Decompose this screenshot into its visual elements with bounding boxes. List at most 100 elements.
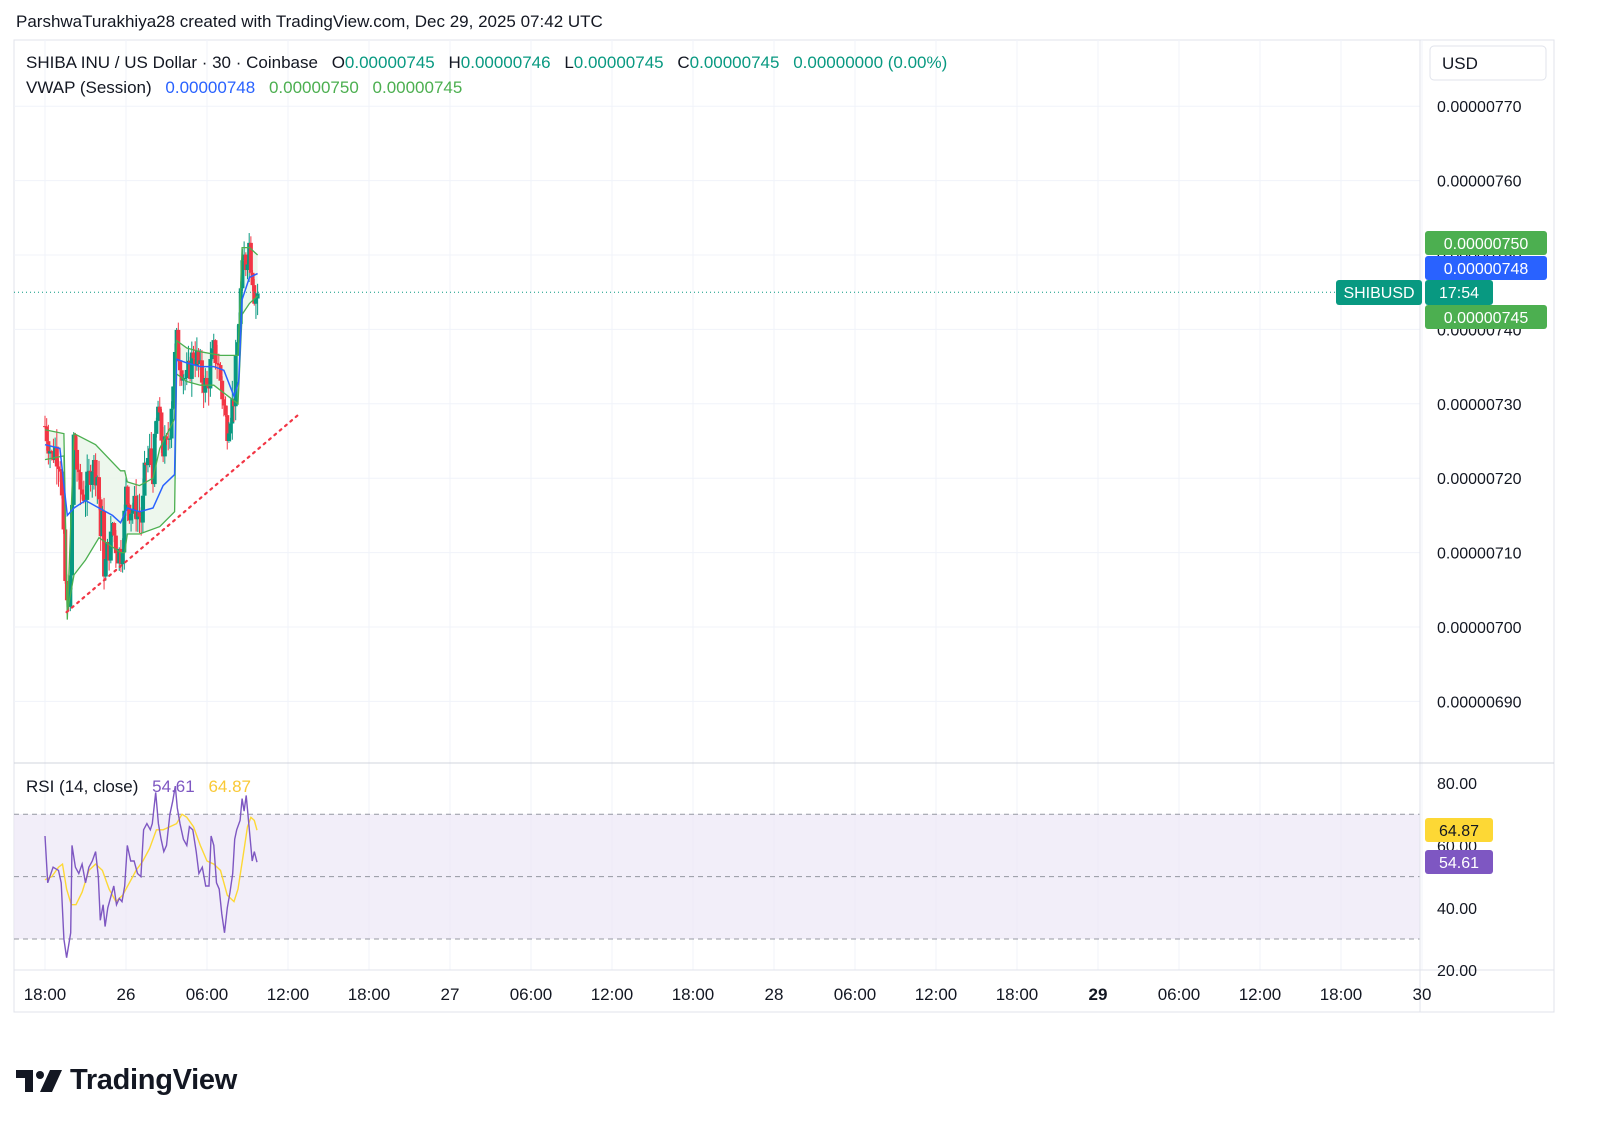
candle-body bbox=[235, 342, 240, 356]
candle-body bbox=[137, 511, 142, 517]
legend-change: 0.00000000 (0.00%) bbox=[793, 53, 947, 72]
candle-body bbox=[127, 504, 132, 521]
candle-body bbox=[178, 361, 182, 371]
rsi-tick: 40.00 bbox=[1437, 901, 1477, 918]
legend-symbol[interactable]: SHIBA INU / US Dollar · 30 · Coinbase bbox=[26, 53, 318, 72]
vwap-legend-label[interactable]: VWAP (Session) bbox=[26, 78, 152, 97]
price-tick: 0.00000760 bbox=[1437, 174, 1522, 191]
candle-body bbox=[221, 399, 226, 406]
svg-text:SHIBA INU / US Dollar · 30 · C: SHIBA INU / US Dollar · 30 · Coinbase O0… bbox=[26, 53, 947, 72]
rsi-legend-value: 54.61 bbox=[152, 777, 195, 796]
svg-text:RSI (14, close) 54.61: RSI (14, close) 54.61 64.87 bbox=[26, 777, 251, 796]
rsi-line bbox=[44, 785, 258, 958]
tradingview-logo[interactable]: TradingView bbox=[16, 1064, 237, 1097]
legend-high-label: H bbox=[448, 53, 460, 72]
candle-body bbox=[134, 495, 139, 520]
candle-body bbox=[68, 575, 73, 607]
candle-body bbox=[80, 489, 85, 495]
candle-body bbox=[167, 438, 172, 440]
rsi-legend-label[interactable]: RSI (14, close) bbox=[26, 777, 138, 796]
candle-body bbox=[252, 285, 257, 304]
candle-body bbox=[164, 436, 169, 439]
svg-text:VWAP (Session) 0.0000074: VWAP (Session) 0.00000748 0.00000750 0.0… bbox=[26, 78, 462, 97]
time-tick: 27 bbox=[441, 985, 460, 1004]
lower-band-tag-text: 0.00000745 bbox=[1444, 310, 1529, 327]
time-tick: 30 bbox=[1413, 985, 1432, 1004]
candle-body bbox=[125, 486, 130, 505]
candle-body bbox=[140, 495, 145, 523]
axes bbox=[14, 40, 1554, 1012]
candle-body bbox=[46, 441, 51, 454]
candle-body bbox=[215, 363, 220, 365]
currency-button[interactable]: USD bbox=[1429, 45, 1547, 81]
candle-body bbox=[78, 472, 83, 490]
symbol-tag: SHIBUSD bbox=[1336, 280, 1422, 305]
price-tick: 0.00000720 bbox=[1437, 471, 1522, 488]
countdown-tag: 17:54 bbox=[1425, 280, 1493, 305]
time-tick: 12:00 bbox=[915, 985, 958, 1004]
rsi-background bbox=[14, 813, 1420, 940]
rsi-ma-tag-text: 64.87 bbox=[1439, 823, 1479, 840]
candle-body bbox=[159, 412, 164, 441]
candle-body bbox=[220, 380, 225, 400]
candle-body bbox=[157, 406, 162, 413]
candle-body bbox=[253, 298, 258, 304]
candle-body bbox=[97, 477, 101, 500]
legend-low-label: L bbox=[564, 53, 573, 72]
rsi-ma-legend-value: 64.87 bbox=[208, 777, 251, 796]
time-tick: 18:00 bbox=[996, 985, 1039, 1004]
candle-body bbox=[205, 377, 209, 386]
candle-body bbox=[154, 420, 159, 434]
candle-body bbox=[102, 511, 107, 577]
time-tick: 18:00 bbox=[348, 985, 391, 1004]
candlesticks bbox=[43, 233, 260, 612]
vwap-lower-line bbox=[44, 295, 259, 613]
vwap-lower-legend-value: 0.00000745 bbox=[373, 78, 463, 97]
candle-body bbox=[76, 469, 81, 473]
vwap-band-fill bbox=[45, 247, 258, 620]
candle-body bbox=[90, 471, 95, 485]
time-tick: 26 bbox=[117, 985, 136, 1004]
countdown-tag-text: 17:54 bbox=[1439, 285, 1479, 302]
candle-body bbox=[225, 415, 230, 441]
vwap-legend-value: 0.00000748 bbox=[165, 78, 255, 97]
time-tick: 18:00 bbox=[1320, 985, 1363, 1004]
vwap-band bbox=[45, 247, 258, 620]
candle-body bbox=[171, 386, 176, 409]
time-tick: 18:00 bbox=[672, 985, 715, 1004]
candle-body bbox=[113, 535, 118, 554]
tradingview-logo-icon bbox=[16, 1069, 62, 1092]
candle-body bbox=[71, 434, 76, 505]
candle-body bbox=[156, 406, 161, 421]
time-tick: 28 bbox=[765, 985, 784, 1004]
rsi-legend: RSI (14, close) 54.61 64.87 bbox=[26, 777, 251, 796]
time-tick: 12:00 bbox=[591, 985, 634, 1004]
candle-body bbox=[56, 466, 61, 470]
candle-body bbox=[240, 260, 245, 289]
candle-body bbox=[183, 377, 188, 379]
candle-body bbox=[149, 448, 154, 465]
time-tick: 06:00 bbox=[186, 985, 229, 1004]
rsi-tick: 80.00 bbox=[1437, 776, 1477, 793]
legend-close-label: C bbox=[677, 53, 689, 72]
candle-body bbox=[172, 351, 177, 387]
candle-body bbox=[103, 558, 108, 577]
candle-body bbox=[233, 355, 238, 407]
candle-body bbox=[162, 436, 167, 457]
upper-band-tag-text: 0.00000750 bbox=[1444, 236, 1529, 253]
candle-body bbox=[208, 359, 213, 389]
candle-body bbox=[129, 513, 134, 521]
time-tick: 12:00 bbox=[1239, 985, 1282, 1004]
candle-body bbox=[73, 434, 78, 450]
candle-body bbox=[230, 398, 235, 424]
rsi-ma-tag: 64.87 bbox=[1425, 818, 1493, 842]
symbol-tag-text: SHIBUSD bbox=[1343, 285, 1414, 302]
time-tick: 18:00 bbox=[24, 985, 67, 1004]
candle-body bbox=[130, 509, 135, 514]
candle-body bbox=[59, 471, 64, 496]
tradingview-logo-text: TradingView bbox=[70, 1064, 237, 1096]
rsi-tick: 20.00 bbox=[1437, 963, 1477, 980]
rsi-tag-text: 54.61 bbox=[1439, 855, 1479, 872]
vwap-upper-legend-value: 0.00000750 bbox=[269, 78, 359, 97]
